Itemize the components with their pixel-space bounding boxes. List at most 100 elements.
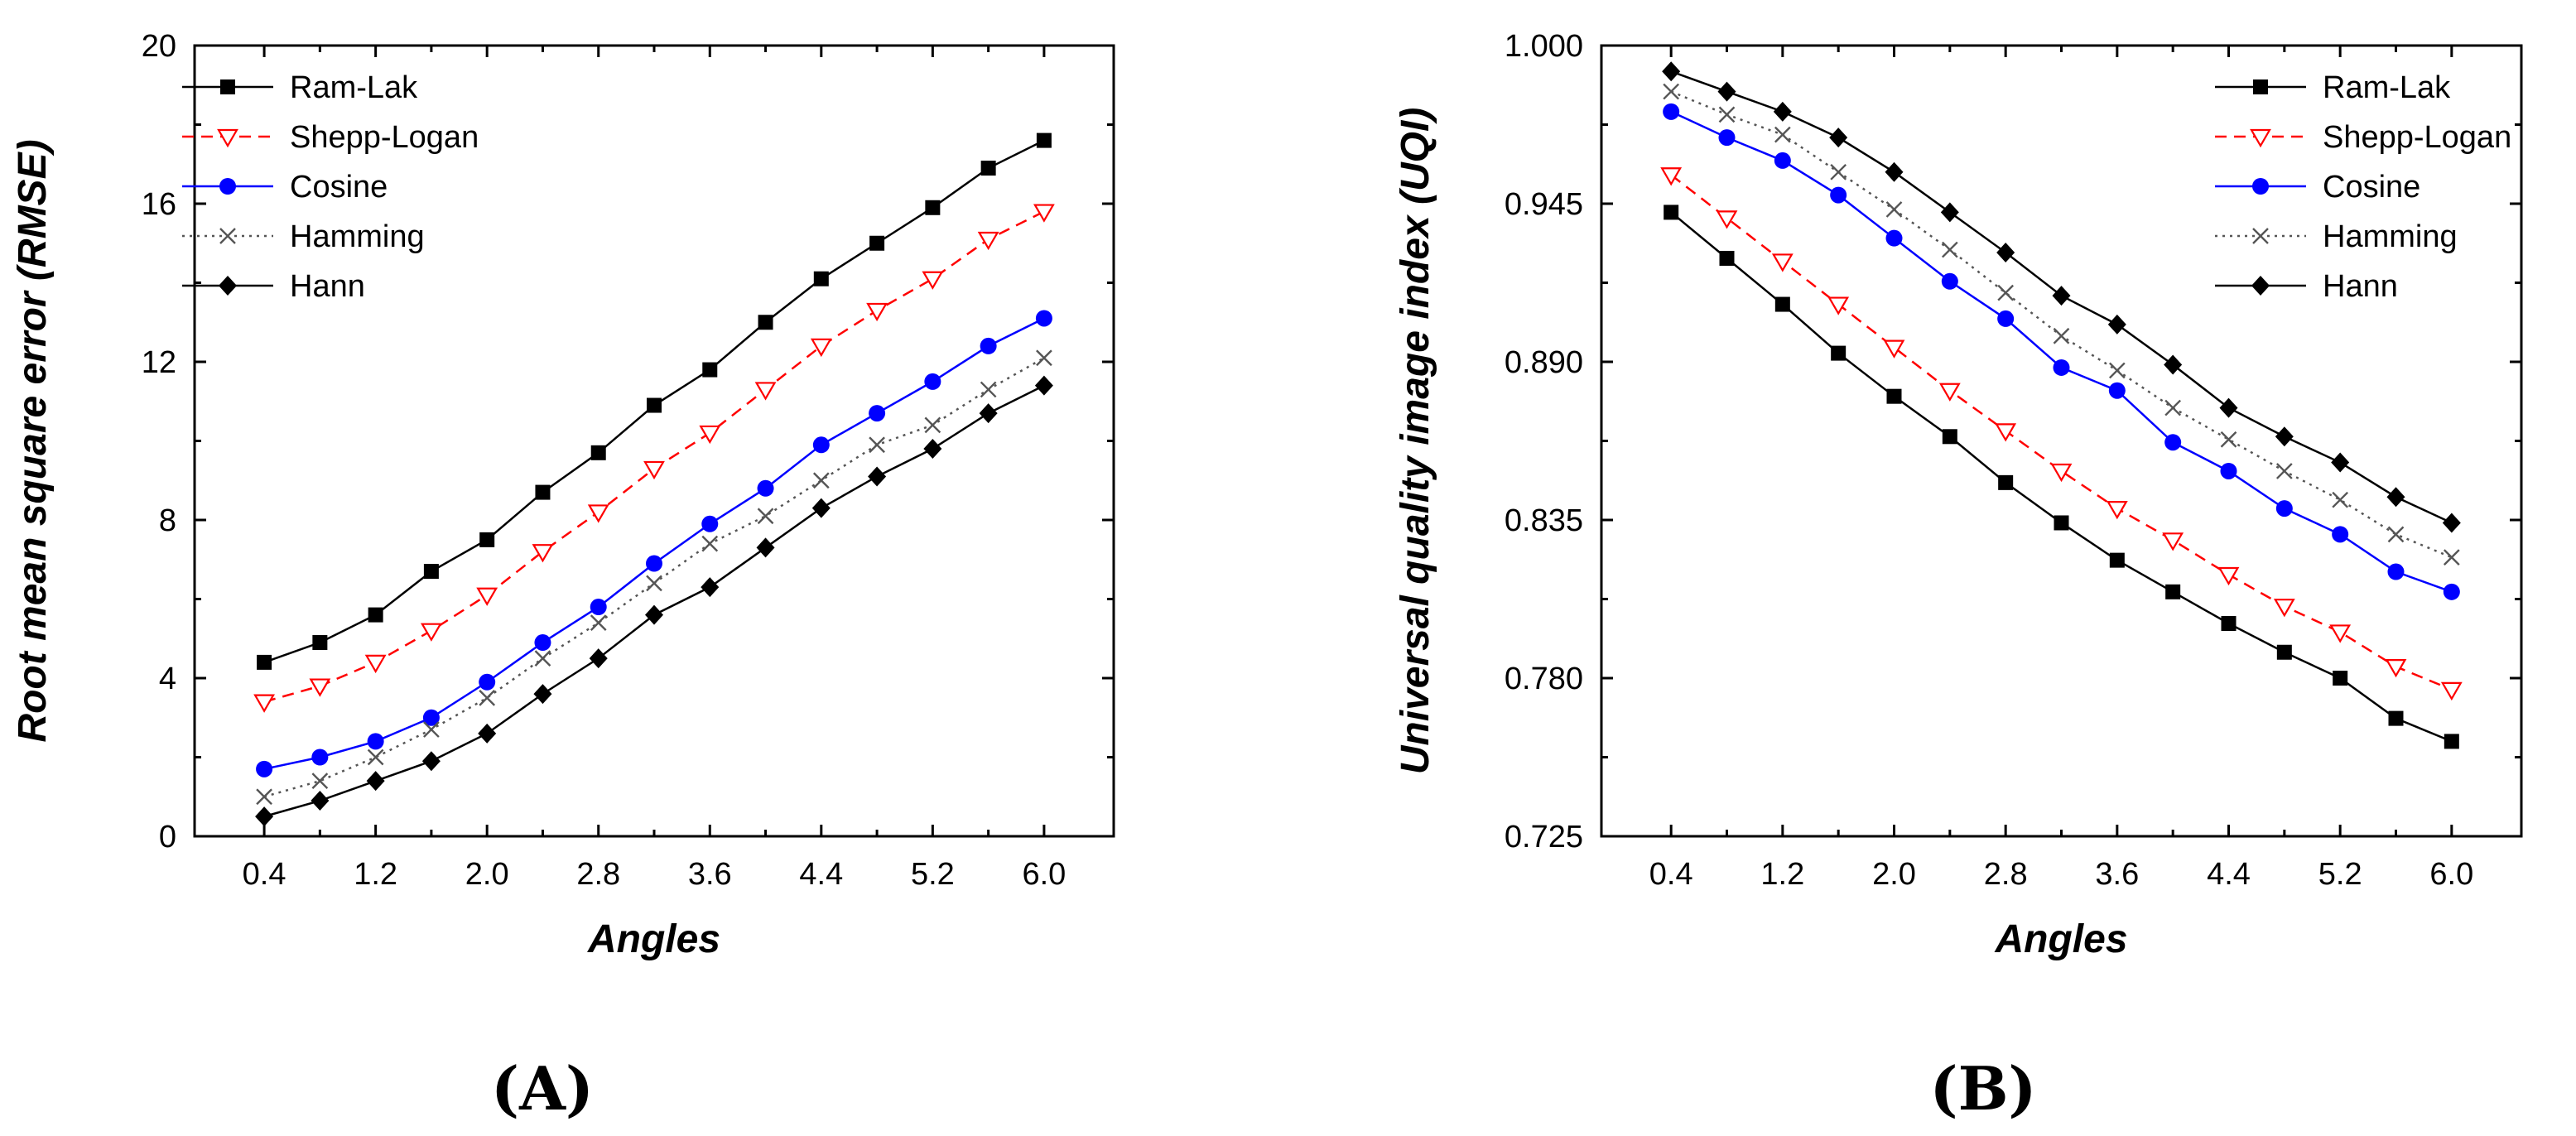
chart-panel-a: 0 4 8 12 16 20 0.4 1.2 2.0 2.8 3.6 4.4 5.2 6.0 Angles R… <box>11 29 1115 1124</box>
data-point-hamming <box>2164 399 2182 416</box>
data-point-cosine <box>646 555 662 572</box>
data-point-ram-lak <box>702 362 718 378</box>
data-point-hamming <box>2053 327 2070 344</box>
data-point-hamming <box>1718 106 1736 123</box>
data-point-cosine <box>2443 583 2460 600</box>
x-axis-title: Angles <box>587 917 720 961</box>
x-tick-label: 4.4 <box>2207 857 2251 892</box>
data-point-hamming <box>534 650 551 667</box>
data-point-hann <box>533 684 552 705</box>
data-point-hamming <box>980 381 997 398</box>
data-point-cosine <box>2332 526 2349 543</box>
data-point-hann <box>2052 286 2071 306</box>
data-point-ram-lak <box>647 397 662 413</box>
data-point-ram-lak <box>980 161 996 176</box>
data-point-shepp-logan <box>810 338 832 358</box>
data-point-shepp-logan <box>2385 659 2407 678</box>
legend-marker <box>2252 228 2269 244</box>
data-point-cosine <box>980 337 997 354</box>
y-tick-label: 8 <box>159 503 176 538</box>
data-point-shepp-logan <box>866 302 888 322</box>
data-point-hann <box>478 723 497 744</box>
data-point-hamming <box>2275 463 2293 479</box>
data-point-hamming <box>646 575 662 592</box>
data-point-ram-lak <box>2388 710 2404 726</box>
data-point-ram-lak <box>1998 474 2014 490</box>
y-tick-label: 12 <box>142 345 176 380</box>
series-shepp-logan <box>1660 167 2463 701</box>
legend-label: Hann <box>2323 269 2398 304</box>
series-line-shepp-logan <box>1670 174 2453 691</box>
legend-label: Shepp-Logan <box>290 120 479 155</box>
data-point-shepp-logan <box>1938 383 1961 402</box>
data-point-ram-lak <box>535 484 551 500</box>
data-point-shepp-logan <box>2162 532 2184 551</box>
data-point-hann <box>2386 487 2405 508</box>
data-point-ram-lak <box>479 532 495 547</box>
data-point-ram-lak <box>1942 429 1957 445</box>
data-point-ram-lak <box>2165 584 2181 599</box>
data-point-hann <box>366 771 385 792</box>
data-point-cosine <box>367 733 384 750</box>
legend: Ram-Lak Shepp-Logan Cosine Hamming Hann <box>2215 70 2511 304</box>
data-point-hann <box>255 806 274 827</box>
data-point-shepp-logan <box>1883 339 1905 359</box>
data-point-ram-lak <box>590 445 606 460</box>
data-point-ram-lak <box>1664 205 1679 220</box>
data-point-hann <box>979 403 998 424</box>
legend-label: Ram-Lak <box>290 70 418 105</box>
data-point-hamming <box>924 416 941 434</box>
data-point-cosine <box>256 760 273 777</box>
data-point-hamming <box>256 788 272 806</box>
data-point-ram-lak <box>2221 616 2237 632</box>
data-point-hamming <box>2332 491 2349 508</box>
data-point-cosine <box>1830 186 1847 204</box>
data-point-ram-lak <box>1719 250 1735 266</box>
y-tick-label: 0.835 <box>1505 503 1583 538</box>
series-hann <box>1662 61 2461 533</box>
data-point-cosine <box>311 749 329 766</box>
data-point-shepp-logan <box>2050 463 2073 483</box>
data-point-shepp-logan <box>922 271 944 290</box>
data-point-ram-lak <box>368 607 383 623</box>
data-point-shepp-logan <box>1827 296 1850 315</box>
data-point-hann <box>1829 128 1848 148</box>
data-point-shepp-logan <box>2273 599 2295 618</box>
data-point-hann <box>923 439 942 460</box>
data-point-ram-lak <box>925 200 941 215</box>
data-point-cosine <box>2053 359 2070 376</box>
data-point-hann <box>756 537 775 558</box>
data-point-hamming <box>2108 362 2126 379</box>
panel-label: (A) <box>491 1053 594 1124</box>
data-point-hamming <box>701 535 719 552</box>
data-point-shepp-logan <box>1660 167 1683 186</box>
legend-label: Shepp-Logan <box>2323 120 2511 155</box>
data-point-cosine <box>701 515 719 532</box>
data-point-shepp-logan <box>2217 566 2240 586</box>
legend-label: Ram-Lak <box>2323 70 2451 105</box>
data-point-hann <box>1717 81 1736 102</box>
rmse-chart: 0 4 8 12 16 20 0.4 1.2 2.0 2.8 3.6 4.4 5.2 6.0 Angles R… <box>11 29 1115 1124</box>
data-point-shepp-logan <box>364 654 387 674</box>
data-point-hamming <box>2387 526 2405 543</box>
data-point-hann <box>2107 314 2126 335</box>
data-point-hann <box>2442 513 2461 533</box>
plot-frame <box>193 44 1115 838</box>
data-point-shepp-logan <box>309 678 331 697</box>
x-tick-label: 2.8 <box>576 857 620 892</box>
x-tick-label: 6.0 <box>1022 857 1066 892</box>
legend-label: Hamming <box>2323 219 2458 254</box>
data-point-hamming <box>479 690 496 706</box>
data-point-cosine <box>2220 462 2237 479</box>
data-point-cosine <box>534 634 551 652</box>
data-point-shepp-logan <box>1771 253 1794 272</box>
data-point-shepp-logan <box>1033 204 1055 223</box>
data-point-hann <box>2331 452 2350 473</box>
series-cosine <box>256 310 1052 777</box>
legend-marker <box>2253 79 2268 94</box>
x-tick-label: 5.2 <box>2318 857 2362 892</box>
data-point-shepp-logan <box>532 544 554 563</box>
data-point-cosine <box>1663 103 1680 120</box>
y-tick-label: 0.890 <box>1505 345 1583 380</box>
data-point-cosine <box>2275 500 2293 517</box>
